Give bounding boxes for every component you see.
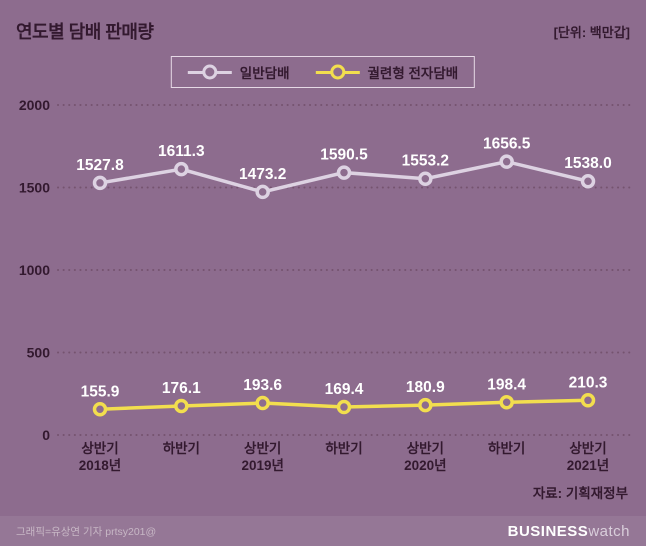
x-axis-label: 상반기 [407,440,444,456]
brand-logo-bold: BUSINESS [507,522,589,540]
brand-logo: BUSINESSwatch [508,523,630,540]
legend-item-heated: 궐련형 전자담배 [315,62,458,82]
data-point-label: 198.4 [487,376,526,393]
data-point [418,397,433,413]
x-axis-label: 하반기 [163,440,200,456]
data-point [174,398,189,414]
data-point [174,161,189,177]
page-title: 연도별 담배 판매량 [16,22,154,42]
data-point-label: 155.9 [81,383,120,400]
y-tick-label: 500 [27,345,51,361]
x-axis-label: 하반기 [325,440,362,456]
circle-marker-icon [202,64,218,80]
data-point-label: 1656.5 [483,136,531,153]
x-axis-label: 상반기 [81,440,118,456]
data-point-label: 1473.2 [239,166,286,183]
legend-label-heated: 궐련형 전자담배 [367,66,459,81]
data-point-label: 176.1 [162,380,201,397]
footer-bar: 그래픽=유상연 기자 prtsy201@ BUSINESSwatch [0,516,646,546]
line-marker-icon [315,64,360,80]
data-point-label: 1611.3 [158,143,205,160]
data-point [336,399,352,415]
legend-label-general: 일반담배 [239,66,290,81]
data-point-label: 1553.2 [402,153,449,170]
y-tick-label: 1500 [19,180,50,196]
data-point [418,171,433,186]
x-axis-label: 2018년 [79,458,121,473]
data-point [255,395,270,411]
x-axis-label: 상반기 [569,440,606,456]
source-label: 자료: 기획재정부 [532,486,628,501]
data-point [92,175,108,191]
x-axis-label: 하반기 [488,440,525,456]
data-point [92,402,108,417]
credit-text: 그래픽=유상연 기자 prtsy201@ [16,525,157,538]
chart-legend: 일반담배 궐련형 전자담배 [170,56,476,88]
data-point-label: 210.3 [569,374,608,391]
y-tick-label: 1000 [19,262,50,278]
legend-item-general: 일반담배 [187,62,290,82]
data-point-label: 1527.8 [76,157,124,174]
x-axis-label: 2021년 [567,458,609,473]
data-point-label: 193.6 [243,377,282,394]
unit-label: [단위: 백만갑] [553,25,630,40]
data-point [580,393,596,408]
data-point-label: 180.9 [406,379,445,396]
data-point [336,165,352,180]
data-point-label: 1590.5 [320,147,368,164]
x-axis-label: 2020년 [404,458,446,473]
data-point-label: 1538.0 [564,155,611,172]
y-tick-label: 0 [42,427,50,443]
data-point [580,173,596,189]
data-point-label: 169.4 [325,381,364,398]
circle-marker-icon [329,64,345,80]
data-point [499,395,514,410]
data-point [499,154,514,169]
y-tick-label: 2000 [19,97,50,113]
line-marker-icon [187,64,232,80]
data-point [255,184,270,200]
x-axis-label: 상반기 [244,440,281,456]
brand-logo-light: watch [588,522,630,540]
x-axis-label: 2019년 [241,458,283,473]
